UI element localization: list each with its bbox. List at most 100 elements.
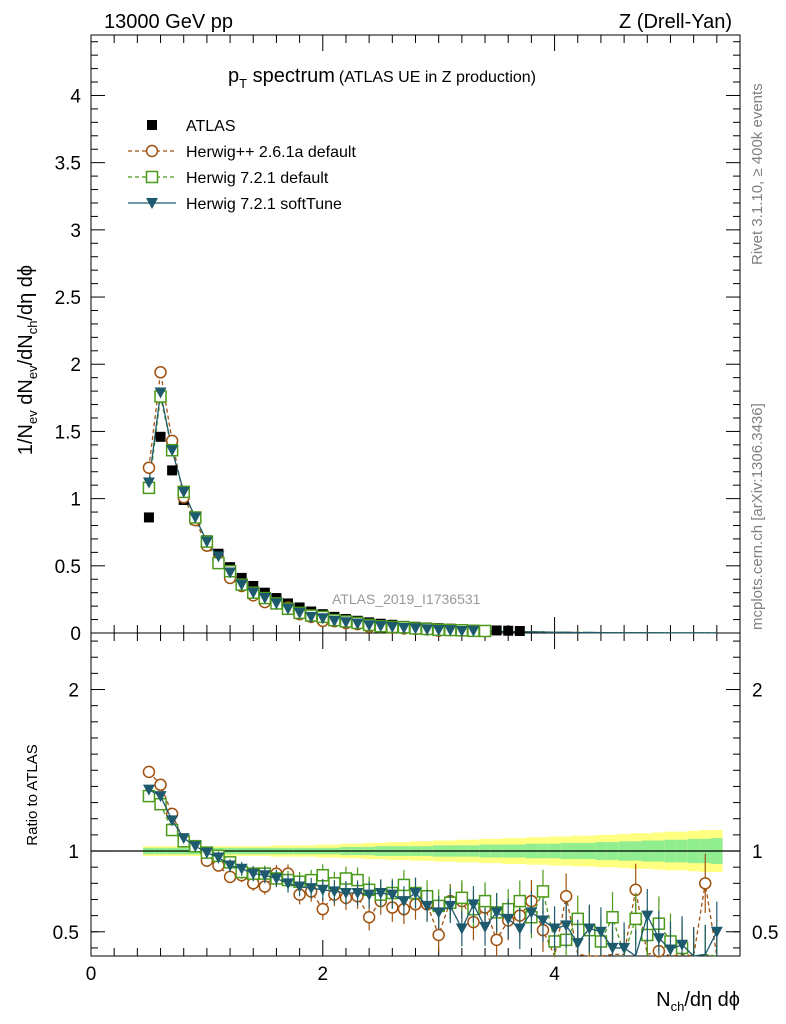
herwig_soft-spectrum-point — [235, 579, 248, 591]
legend-label-atlas: ATLAS — [186, 118, 236, 135]
herwig_soft-ratio-point — [293, 881, 306, 893]
herwig_soft-ratio-point — [154, 791, 167, 803]
atlas-data-point — [143, 512, 154, 523]
herwig_soft-spectrum-point — [247, 587, 260, 599]
main-y-tick-label: 2 — [70, 355, 81, 376]
ratio-y-axis-label: Ratio to ATLAS — [24, 744, 41, 845]
herwig_soft-ratio-point — [548, 923, 561, 935]
herwigpp-ratio-point — [223, 870, 237, 884]
herwigpp-ratio-point — [559, 889, 573, 903]
herwig_soft-ratio-point — [166, 815, 179, 827]
herwig_soft-spectrum-point — [409, 623, 422, 635]
atlas-data-point — [491, 625, 502, 636]
herwig_soft-ratio-point — [374, 888, 387, 900]
analysis-watermark: ATLAS_2019_I1736531 — [332, 591, 481, 607]
herwig_soft-ratio-point — [525, 907, 538, 919]
herwig_soft-ratio-point — [583, 923, 596, 935]
herwigpp-ratio-point — [154, 778, 167, 792]
herwig_soft-ratio-point — [235, 863, 248, 875]
herwig_soft-spectrum-point — [154, 387, 167, 399]
herwig_soft-spectrum-point — [421, 624, 434, 636]
herwig_soft-ratio-point — [224, 860, 237, 872]
herwig_soft-ratio-point — [652, 933, 665, 945]
x-tick-label: 2 — [317, 964, 328, 985]
herwig_soft-spectrum-point — [444, 625, 457, 637]
legend-marker-atlas — [147, 120, 157, 130]
herwig_default-ratio-point — [455, 891, 469, 905]
herwigpp-ratio-point — [142, 765, 156, 779]
herwigpp-ratio-point — [316, 902, 330, 916]
ratio-y-tick-label-right: 2 — [752, 681, 763, 702]
x-axis-label: Nch/dη dϕ — [656, 989, 740, 1014]
main-y-tick-label: 0 — [70, 624, 81, 645]
legend-label-herwig_soft: Herwig 7.2.1 softTune — [186, 196, 342, 213]
herwig_soft-spectrum-point — [293, 607, 306, 619]
herwig_soft-ratio-point — [594, 926, 607, 938]
herwig_soft-ratio-point — [177, 833, 190, 845]
herwig_soft-ratio-point — [641, 910, 654, 922]
herwig_soft-spectrum-point — [351, 618, 364, 630]
herwig_soft-ratio-point — [351, 888, 364, 900]
herwig_soft-ratio-point — [316, 884, 329, 896]
ratio-series-layer — [142, 765, 723, 959]
herwig_soft-ratio-point — [571, 938, 584, 950]
herwig_soft-ratio-point — [432, 907, 445, 919]
ratio-y-tick-label-right: 0.5 — [752, 923, 778, 944]
axes: 0 0.5 1 1.5 2 2.5 3 3.5 4 0 2 4 0.5 0.5 1 1 2 2 — [53, 35, 778, 985]
herwig_default-ratio-point — [606, 910, 619, 924]
herwig_soft-ratio-point — [676, 939, 689, 951]
herwig_soft-spectrum-point — [166, 445, 179, 457]
herwig_soft-ratio-point — [513, 923, 526, 935]
herwig_soft-ratio-point — [664, 944, 677, 956]
herwig_soft-ratio-point — [455, 923, 468, 935]
herwig_soft-ratio-point — [305, 883, 318, 895]
herwig_soft-ratio-point — [189, 841, 202, 853]
legend-marker-herwig_soft — [146, 198, 158, 209]
herwig_soft-spectrum-point — [432, 625, 445, 637]
herwig_default-ratio-point — [513, 894, 527, 908]
ratio-y-tick-label: 2 — [68, 681, 79, 702]
herwig_soft-spectrum-point — [177, 486, 190, 498]
herwig_soft-spectrum-point — [212, 551, 225, 563]
atlas-data-point — [503, 625, 514, 636]
herwigpp-ratio-point — [432, 928, 445, 942]
atlas-data-point — [167, 465, 178, 476]
main-y-tick-label: 3.5 — [55, 154, 81, 175]
herwig_soft-ratio-point — [560, 920, 573, 932]
herwigpp-spectrum-point — [154, 366, 167, 379]
herwig_soft-spectrum-point — [200, 536, 213, 548]
herwigpp-ratio-point — [490, 933, 503, 947]
herwig_soft-spectrum-point — [142, 477, 155, 489]
atlas-data-point — [248, 580, 259, 591]
main-y-tick-label: 2.5 — [55, 288, 81, 309]
herwig_soft-ratio-point — [282, 878, 295, 890]
herwig_soft-ratio-point — [247, 868, 260, 880]
herwig_soft-ratio-point — [363, 889, 376, 901]
herwig_soft-ratio-point — [421, 900, 434, 912]
herwig_soft-ratio-point — [710, 926, 723, 938]
legend-marker-herwig_default — [145, 170, 159, 184]
herwig_soft-spectrum-point — [224, 567, 237, 579]
ratio-y-tick-label: 1 — [68, 842, 79, 863]
herwig_soft-ratio-point — [444, 900, 457, 912]
main-y-tick-label: 0.5 — [55, 557, 81, 578]
herwig_soft-spectrum-point — [328, 615, 341, 627]
main-y-tick-label: 3 — [70, 221, 81, 242]
herwigpp-ratio-line — [148, 771, 718, 959]
herwig_default-spectrum-point — [478, 624, 492, 638]
herwig_soft-ratio-point — [409, 888, 422, 900]
herwig_soft-ratio-point — [536, 915, 549, 927]
herwig_soft-spectrum-point — [270, 598, 283, 610]
herwig_soft-ratio-point — [339, 888, 352, 900]
herwig_soft-spectrum-point — [455, 625, 468, 637]
herwig_soft-ratio-point — [467, 899, 480, 911]
rivet-version-label: Rivet 3.1.10, ≥ 400k events — [749, 83, 766, 265]
legend-label-herwig_default: Herwig 7.2.1 default — [186, 170, 329, 187]
herwig_soft-ratio-point — [270, 873, 283, 885]
herwigpp-ratio-point — [362, 910, 376, 924]
ratio-y-tick-label-right: 1 — [752, 842, 763, 863]
herwig_soft-ratio-point — [618, 942, 631, 954]
herwigpp-ratio-point — [698, 877, 712, 890]
herwig_soft-ratio-point — [212, 852, 225, 864]
herwig_soft-ratio-point — [328, 886, 341, 898]
